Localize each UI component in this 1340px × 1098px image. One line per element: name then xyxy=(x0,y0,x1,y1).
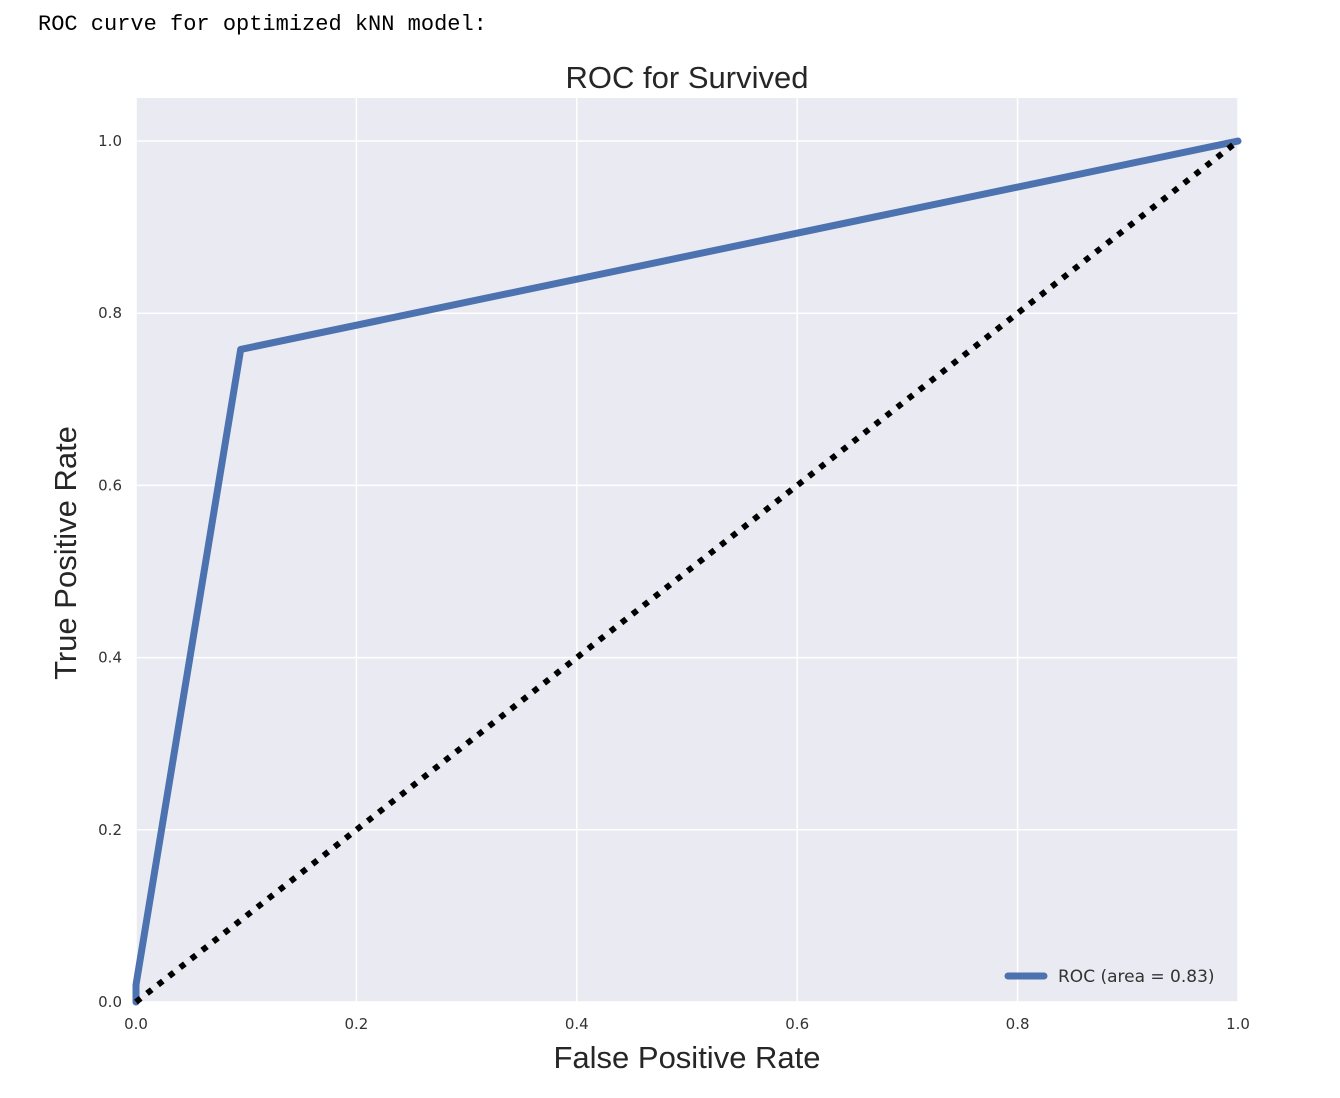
tick-labels: 0.0 0.2 0.4 0.6 0.8 1.0 0.0 0.2 0.4 0.6 0.8 1.0 xyxy=(98,132,1250,1033)
y-tick-label-4: 0.8 xyxy=(98,304,122,322)
y-tick-label-1: 0.2 xyxy=(98,821,122,839)
x-tick-label-1: 0.2 xyxy=(344,1015,368,1033)
x-tick-label-4: 0.8 xyxy=(1006,1015,1030,1033)
x-tick-label-2: 0.4 xyxy=(565,1015,589,1033)
x-tick-label-5: 1.0 xyxy=(1226,1015,1250,1033)
y-tick-label-2: 0.4 xyxy=(98,649,122,667)
chart-title: ROC for Survived xyxy=(566,60,809,95)
x-tick-label-3: 0.6 xyxy=(785,1015,809,1033)
grid-lines xyxy=(135,98,1239,1003)
legend-label-roc: ROC (area = 0.83) xyxy=(1058,967,1215,987)
chance-diagonal-line xyxy=(134,138,1240,1005)
roc-curve-line xyxy=(132,137,1242,1006)
legend: ROC (area = 0.83) xyxy=(1004,967,1215,987)
plot-area xyxy=(136,98,1238,1002)
y-tick-label-0: 0.0 xyxy=(98,993,122,1011)
x-axis-label: False Positive Rate xyxy=(553,1040,820,1075)
series-lines xyxy=(132,137,1242,1006)
y-tick-label-3: 0.6 xyxy=(98,476,122,494)
x-tick-label-0: 0.0 xyxy=(124,1015,148,1033)
y-axis-label: True Positive Rate xyxy=(48,426,83,680)
y-tick-label-5: 1.0 xyxy=(98,132,122,150)
output-caption: ROC curve for optimized kNN model: xyxy=(38,12,487,37)
